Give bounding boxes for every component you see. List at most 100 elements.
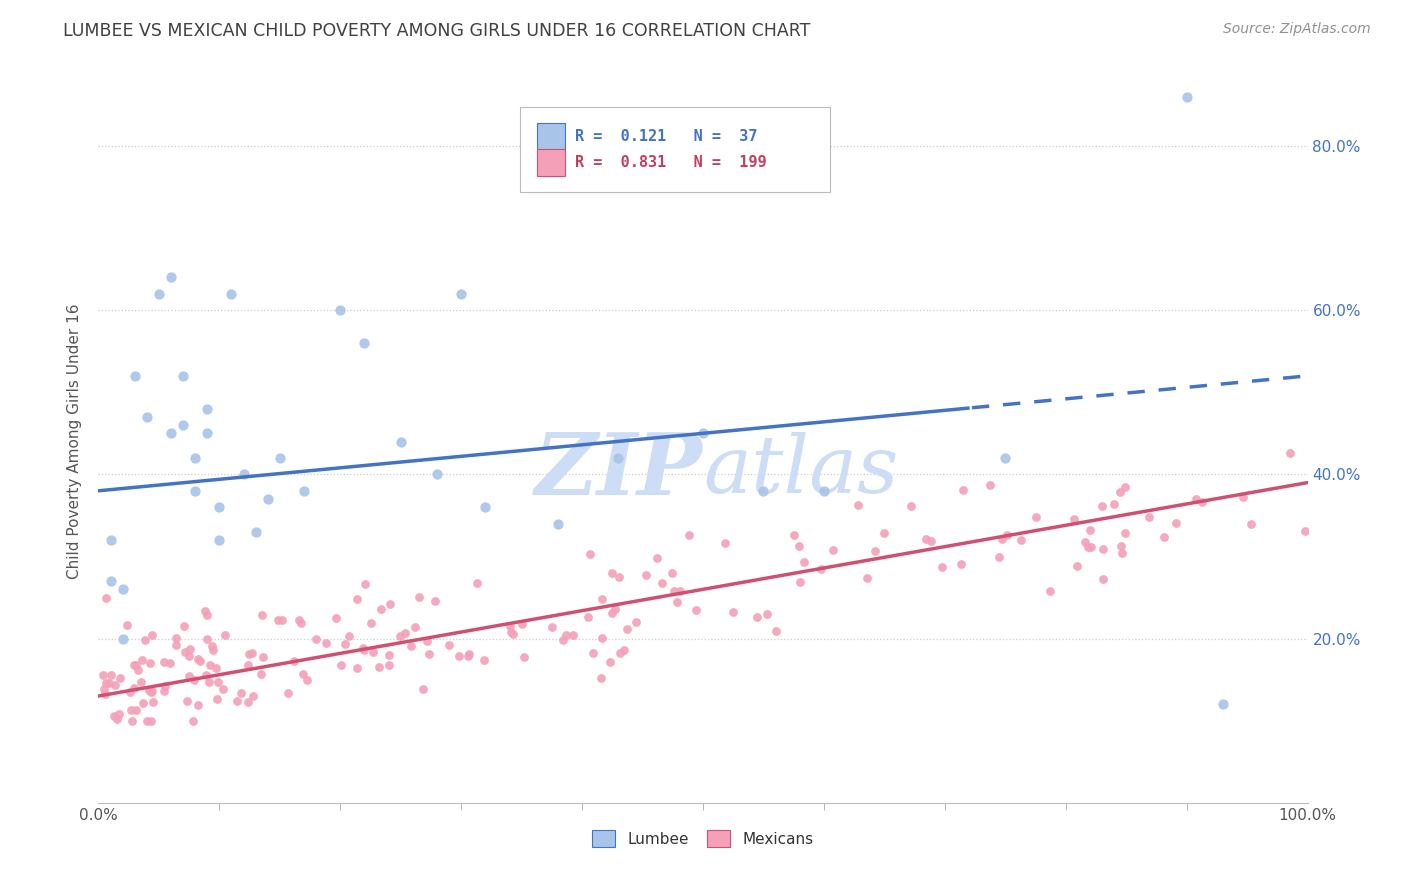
Point bbox=[183, 673, 205, 687]
Point bbox=[290, 615, 312, 630]
Point bbox=[920, 533, 942, 548]
Point bbox=[346, 661, 368, 675]
Point bbox=[1091, 573, 1114, 587]
Point bbox=[793, 556, 815, 570]
Point bbox=[634, 567, 657, 582]
Point bbox=[198, 657, 221, 672]
Point bbox=[823, 543, 845, 558]
Point bbox=[412, 681, 434, 696]
Point bbox=[437, 638, 460, 652]
Point bbox=[245, 524, 267, 539]
Point bbox=[915, 533, 938, 547]
Point bbox=[501, 625, 523, 640]
Point bbox=[576, 609, 599, 624]
Point bbox=[176, 694, 198, 708]
Point bbox=[600, 566, 623, 581]
Point bbox=[131, 652, 153, 666]
Text: LUMBEE VS MEXICAN CHILD POVERTY AMONG GIRLS UNDER 16 CORRELATION CHART: LUMBEE VS MEXICAN CHILD POVERTY AMONG GI… bbox=[63, 22, 811, 40]
Point bbox=[153, 684, 176, 698]
Point bbox=[991, 532, 1014, 546]
Point bbox=[783, 528, 806, 542]
Point bbox=[125, 703, 148, 717]
Point bbox=[408, 590, 430, 604]
Point bbox=[91, 668, 114, 682]
Point bbox=[865, 543, 887, 558]
Point bbox=[541, 619, 564, 633]
Point bbox=[607, 570, 630, 584]
Point bbox=[377, 658, 399, 673]
Point bbox=[120, 685, 142, 699]
Point bbox=[94, 591, 117, 606]
Point bbox=[117, 618, 139, 632]
Point bbox=[242, 689, 264, 703]
Point bbox=[353, 643, 375, 657]
Point bbox=[135, 409, 157, 424]
Point bbox=[256, 491, 278, 506]
Point bbox=[292, 667, 315, 681]
Point bbox=[165, 638, 187, 652]
Point bbox=[201, 642, 224, 657]
Point bbox=[333, 637, 356, 651]
Point bbox=[931, 559, 953, 574]
Point bbox=[1078, 523, 1101, 537]
Point bbox=[765, 624, 787, 639]
Point bbox=[603, 602, 626, 616]
Point bbox=[127, 663, 149, 677]
Point bbox=[591, 631, 613, 645]
Point bbox=[305, 632, 328, 646]
Point bbox=[194, 604, 217, 618]
Point bbox=[153, 656, 176, 670]
Point bbox=[752, 483, 775, 498]
Point bbox=[148, 286, 170, 301]
Point bbox=[142, 695, 165, 709]
Point bbox=[418, 647, 440, 661]
Point bbox=[252, 649, 274, 664]
Point bbox=[236, 695, 259, 709]
Point bbox=[1184, 491, 1206, 506]
Point bbox=[721, 605, 744, 619]
Point bbox=[153, 680, 176, 694]
Point bbox=[197, 632, 219, 646]
Point bbox=[1109, 539, 1132, 553]
Point bbox=[337, 629, 360, 643]
Point bbox=[389, 434, 412, 449]
Point bbox=[1137, 509, 1160, 524]
Point bbox=[240, 646, 263, 660]
Point bbox=[995, 527, 1018, 541]
Point bbox=[232, 467, 254, 482]
Point bbox=[1010, 533, 1032, 548]
Point bbox=[104, 678, 127, 692]
Point bbox=[662, 584, 685, 599]
Point bbox=[138, 656, 160, 670]
Point bbox=[238, 647, 260, 661]
Point bbox=[988, 550, 1011, 565]
Point bbox=[141, 684, 163, 698]
Text: R =  0.121   N =  37: R = 0.121 N = 37 bbox=[575, 129, 758, 144]
Point bbox=[172, 418, 194, 433]
Point bbox=[139, 714, 162, 728]
Point bbox=[225, 693, 247, 707]
Point bbox=[221, 286, 243, 301]
Point bbox=[201, 639, 224, 653]
Point bbox=[214, 628, 236, 642]
Point bbox=[1080, 540, 1102, 554]
Point bbox=[198, 675, 221, 690]
Point bbox=[900, 499, 922, 513]
Point bbox=[94, 688, 117, 702]
Point bbox=[179, 642, 201, 657]
Point bbox=[450, 286, 472, 301]
Point bbox=[1212, 698, 1234, 712]
Point bbox=[93, 682, 115, 697]
Point bbox=[416, 634, 439, 648]
Point bbox=[380, 598, 402, 612]
Point bbox=[624, 615, 647, 630]
Point bbox=[134, 632, 156, 647]
Point bbox=[179, 649, 201, 664]
Point bbox=[184, 450, 207, 465]
Point bbox=[96, 676, 118, 690]
Point bbox=[600, 606, 623, 620]
Point bbox=[250, 666, 273, 681]
Point bbox=[173, 619, 195, 633]
Point bbox=[678, 528, 700, 542]
Point bbox=[589, 671, 612, 685]
